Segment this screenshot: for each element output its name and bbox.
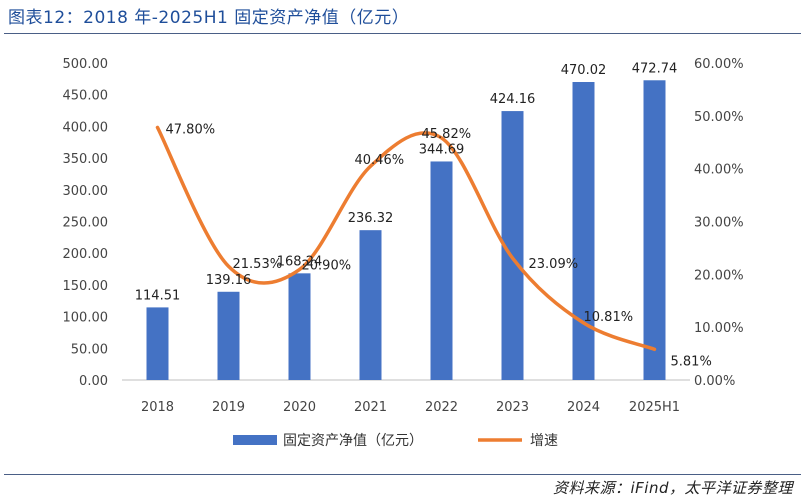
left-tick-label: 350.00 [63,152,109,167]
x-tick-label: 2019 [212,400,245,415]
left-tick-label: 250.00 [63,216,109,231]
legend-label-assets: 固定资产净值（亿元） [283,433,423,449]
x-tick-label: 2021 [354,400,387,415]
bar-2022 [430,161,453,380]
left-tick-label: 200.00 [63,247,109,262]
left-tick-label: 100.00 [63,311,109,326]
right-tick-label: 10.00% [694,321,744,336]
bar-data-labels: 114.51 139.16 168.24 236.32 344.69 424.16 470.… [135,61,678,303]
left-tick-label: 500.00 [63,57,109,72]
bar-2023 [501,111,524,381]
left-tick-label: 150.00 [63,279,109,294]
bar-label: 470.02 [561,63,607,78]
bar-2021 [359,230,382,380]
right-tick-label: 0.00% [694,374,735,389]
combo-chart: 0.00 50.00 100.00 150.00 200.00 250.00 300.00 3… [63,57,744,449]
legend-swatch-assets [233,435,277,445]
bar-label: 114.51 [135,288,181,303]
growth-rate-line [155,125,657,352]
x-tick-label: 2022 [425,400,458,415]
x-tick-label: 2018 [141,400,174,415]
bar-series [146,80,666,381]
right-axis-ticks: 0.00% 10.00% 20.00% 30.00% 40.00% 50.00% 60.00… [694,57,744,389]
x-tick-label: 2023 [496,400,529,415]
bar-2019 [217,291,240,380]
left-tick-label: 0.00 [79,374,108,389]
bar-2020 [288,273,311,380]
x-tick-label: 2020 [283,400,316,415]
line-label: 23.09% [529,257,579,272]
bar-label: 344.69 [419,142,465,157]
left-tick-label: 50.00 [71,342,108,357]
right-tick-label: 60.00% [694,57,744,72]
x-tick-label: 2025H1 [629,400,680,415]
left-tick-label: 450.00 [63,89,109,104]
line-label: 40.46% [355,153,405,168]
left-axis-ticks: 0.00 50.00 100.00 150.00 200.00 250.00 300.00 3… [63,57,109,389]
bar-label: 236.32 [348,211,394,226]
bar-2025h1 [643,80,666,380]
right-tick-label: 50.00% [694,110,744,125]
right-tick-label: 30.00% [694,216,744,231]
line-label: 47.80% [166,122,216,137]
line-data-labels: 47.80% 21.53% 20.90% 40.46% 45.82% 23.09% 10.8… [166,122,712,369]
bar-2024 [572,82,595,380]
right-tick-label: 20.00% [694,268,744,283]
line-label: 10.81% [584,310,634,325]
line-label: 20.90% [302,259,352,274]
bar-label: 168.24 [277,254,323,269]
page-title: 图表12：2018 年-2025H1 固定资产净值（亿元） [8,8,410,28]
title-divider [4,33,801,34]
legend: 固定资产净值（亿元） 增速 [233,433,558,449]
line-label: 5.81% [671,354,712,369]
x-tick-label: 2024 [567,400,600,415]
legend-label-growth: 增速 [530,433,558,449]
left-tick-label: 300.00 [63,184,109,199]
right-tick-label: 40.00% [694,163,744,178]
source-note: 资料来源：iFind，太平洋证券整理 [553,479,793,497]
bar-label: 424.16 [490,92,536,107]
bar-label: 139.16 [206,273,252,288]
line-label: 21.53% [233,257,283,272]
bar-2018 [146,307,169,380]
left-tick-label: 400.00 [63,120,109,135]
bar-label: 472.74 [632,61,678,76]
line-label: 45.82% [422,127,472,142]
x-axis-ticks: 2018 2019 2020 2021 2022 2023 2024 2025H1 [141,400,680,415]
source-divider [4,474,801,475]
